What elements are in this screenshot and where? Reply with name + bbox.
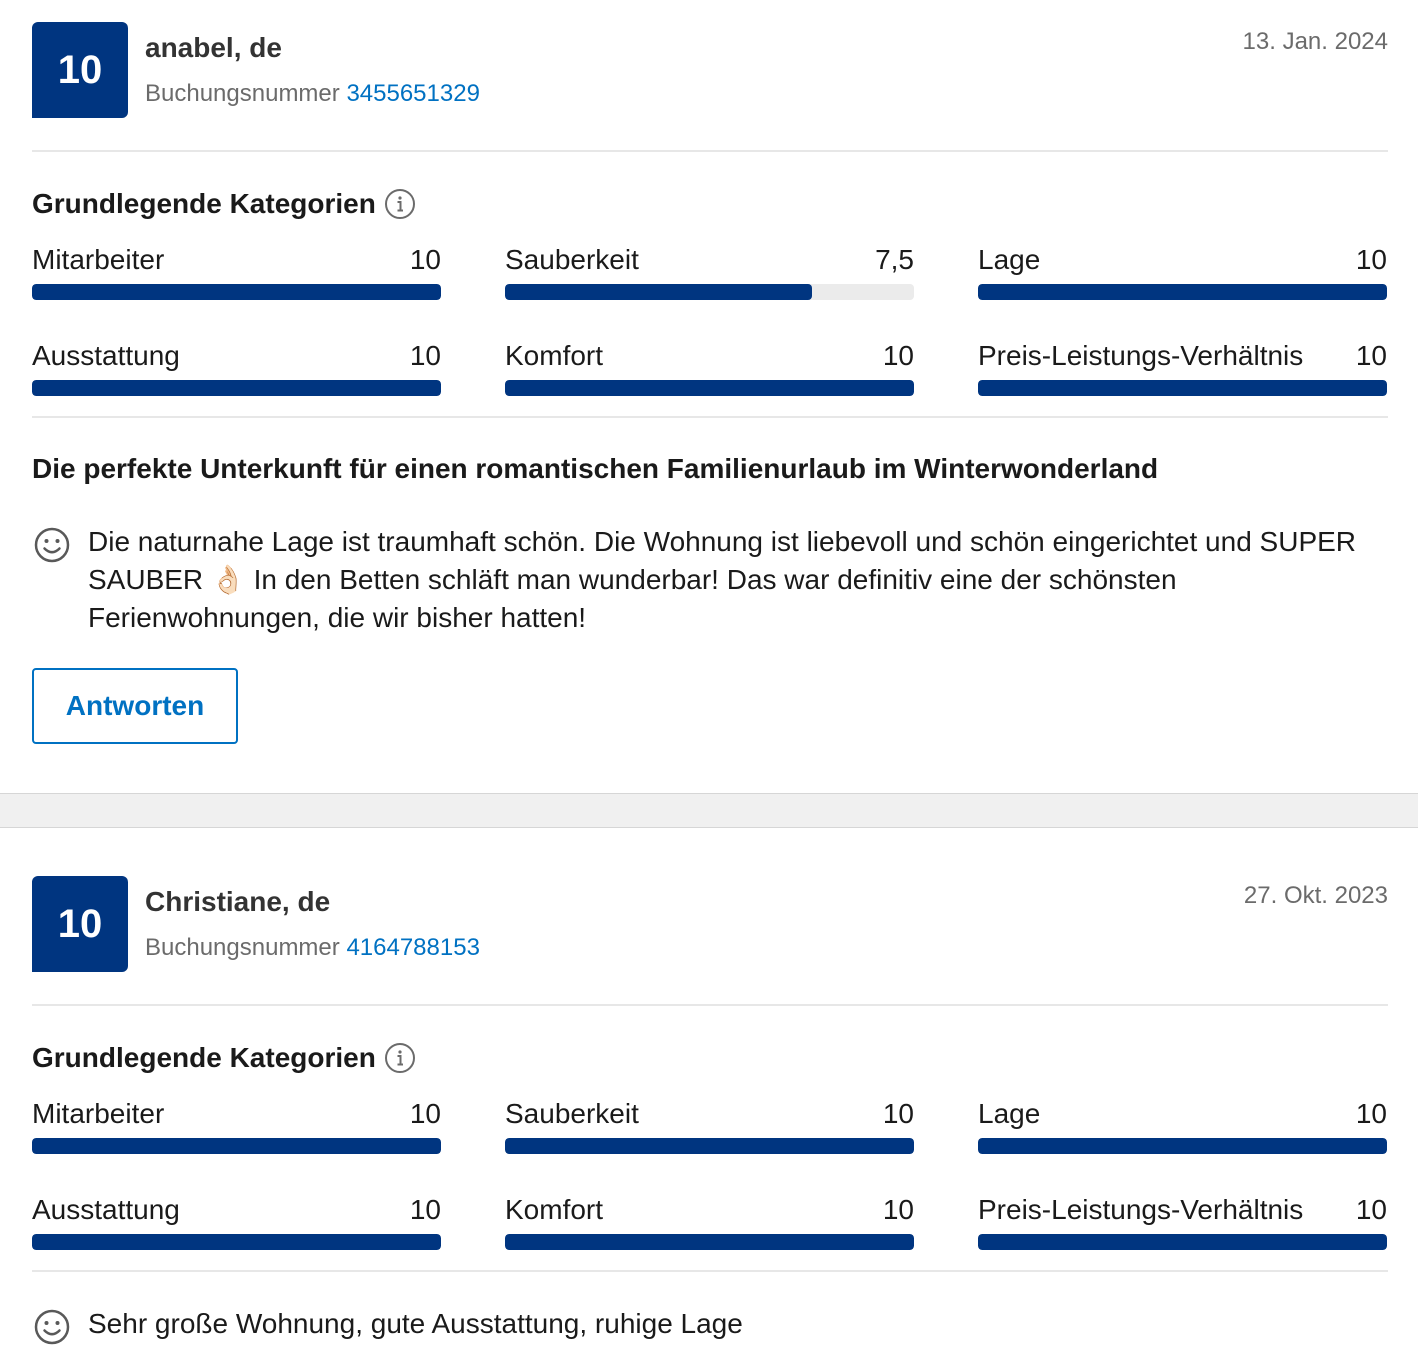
score-badge: 10 <box>32 22 128 118</box>
category-bar <box>978 1234 1387 1250</box>
divider <box>32 150 1388 152</box>
category-bar-fill <box>32 380 441 396</box>
category-bar <box>505 284 914 300</box>
category-value: 7,5 <box>875 244 914 275</box>
reply-button[interactable]: Antworten <box>32 668 238 744</box>
category-location: Lage 10 <box>978 244 1387 314</box>
category-value: 10 <box>409 1098 441 1129</box>
reviewer-name: Christiane, de <box>145 886 331 917</box>
categories-heading: Grundlegende Kategorien <box>32 1042 416 1074</box>
category-bar-fill <box>978 284 1387 300</box>
category-bar <box>978 380 1387 396</box>
review-card: 10 anabel, de Buchungsnummer 3455651329 … <box>32 22 1388 744</box>
review-card: 10 Christiane, de Buchungsnummer 4164788… <box>0 828 1418 1362</box>
category-facilities: Ausstattung 10 <box>32 1194 441 1264</box>
category-label: Ausstattung <box>32 340 180 371</box>
category-label: Sauberkeit <box>505 244 639 275</box>
category-value: 10 <box>1355 244 1387 275</box>
review-header: 10 anabel, de Buchungsnummer 3455651329 … <box>32 22 1388 118</box>
category-bar-fill <box>505 284 812 300</box>
category-label: Sauberkeit <box>505 1098 639 1129</box>
category-label: Lage <box>978 1098 1041 1129</box>
category-bar-fill <box>32 1234 441 1250</box>
category-location: Lage 10 <box>978 1098 1387 1168</box>
category-bar <box>32 380 441 396</box>
category-value: 10 <box>1355 1194 1387 1225</box>
positive-comment-text: Die naturnahe Lage ist traumhaft schön. … <box>88 526 1357 633</box>
review-separator <box>0 793 1418 828</box>
review-date: 13. Jan. 2024 <box>1242 28 1388 55</box>
category-value: 10 <box>409 340 441 371</box>
category-label: Mitarbeiter <box>32 1098 165 1129</box>
divider <box>32 1004 1388 1006</box>
booking-number-link[interactable]: 4164788153 <box>346 934 480 961</box>
category-staff: Mitarbeiter 10 <box>32 244 441 314</box>
category-bar <box>505 1138 914 1154</box>
category-bar-fill <box>32 284 441 300</box>
category-bar <box>978 284 1387 300</box>
category-cleanliness: Sauberkeit 10 <box>505 1098 914 1168</box>
smile-icon <box>32 1307 72 1347</box>
positive-comment: Sehr große Wohnung, gute Ausstattung, ru… <box>32 1305 1358 1347</box>
review-header: 10 Christiane, de Buchungsnummer 4164788… <box>32 876 1388 972</box>
category-value-for-money: Preis-Leistungs-Verhältnis 10 <box>978 1194 1387 1264</box>
category-label: Komfort <box>505 340 604 371</box>
category-bar <box>505 380 914 396</box>
category-label: Lage <box>978 244 1041 275</box>
category-label: Mitarbeiter <box>32 244 165 275</box>
category-bar <box>505 1234 914 1250</box>
booking-info: Buchungsnummer 4164788153 <box>145 934 480 962</box>
category-bar <box>32 1234 441 1250</box>
category-bar <box>32 284 441 300</box>
reviewer-name: anabel, de <box>145 32 282 63</box>
category-comfort: Komfort 10 <box>505 1194 914 1264</box>
category-bar <box>32 1138 441 1154</box>
category-value: 10 <box>409 1194 441 1225</box>
review-date: 27. Okt. 2023 <box>1243 882 1388 909</box>
info-icon[interactable] <box>384 1042 416 1074</box>
category-bar-fill <box>978 1138 1387 1154</box>
score-badge: 10 <box>32 876 128 972</box>
category-bar-fill <box>978 1234 1387 1250</box>
category-label: Preis-Leistungs-Verhältnis <box>978 1194 1304 1225</box>
category-value: 10 <box>1355 1098 1387 1129</box>
category-value-for-money: Preis-Leistungs-Verhältnis 10 <box>978 340 1387 410</box>
booking-label: Buchungsnummer <box>145 80 340 107</box>
category-facilities: Ausstattung 10 <box>32 340 441 410</box>
categories-heading-text: Grundlegende Kategorien <box>32 1042 376 1073</box>
category-value: 10 <box>1355 340 1387 371</box>
category-value: 10 <box>409 244 441 275</box>
category-label: Preis-Leistungs-Verhältnis <box>978 340 1304 371</box>
divider <box>32 1270 1388 1272</box>
booking-info: Buchungsnummer 3455651329 <box>145 80 480 108</box>
category-bar-fill <box>505 1234 914 1250</box>
category-bar-fill <box>505 1138 914 1154</box>
category-bar-fill <box>32 1138 441 1154</box>
category-label: Ausstattung <box>32 1194 180 1225</box>
info-icon[interactable] <box>384 188 416 220</box>
booking-label: Buchungsnummer <box>145 934 340 961</box>
positive-comment: Die naturnahe Lage ist traumhaft schön. … <box>32 523 1358 637</box>
category-value: 10 <box>882 1194 914 1225</box>
category-bar <box>978 1138 1387 1154</box>
categories-heading: Grundlegende Kategorien <box>32 188 416 220</box>
positive-comment-text: Sehr große Wohnung, gute Ausstattung, ru… <box>88 1308 743 1339</box>
category-value: 10 <box>882 1098 914 1129</box>
category-comfort: Komfort 10 <box>505 340 914 410</box>
categories-heading-text: Grundlegende Kategorien <box>32 188 376 219</box>
booking-number-link[interactable]: 3455651329 <box>346 80 480 107</box>
category-value: 10 <box>882 340 914 371</box>
category-cleanliness: Sauberkeit 7,5 <box>505 244 914 314</box>
category-bar-fill <box>978 380 1387 396</box>
category-staff: Mitarbeiter 10 <box>32 1098 441 1168</box>
divider <box>32 416 1388 418</box>
category-label: Komfort <box>505 1194 604 1225</box>
review-title: Die perfekte Unterkunft für einen romant… <box>32 453 1159 484</box>
category-bar-fill <box>505 380 914 396</box>
smile-icon <box>32 525 72 565</box>
